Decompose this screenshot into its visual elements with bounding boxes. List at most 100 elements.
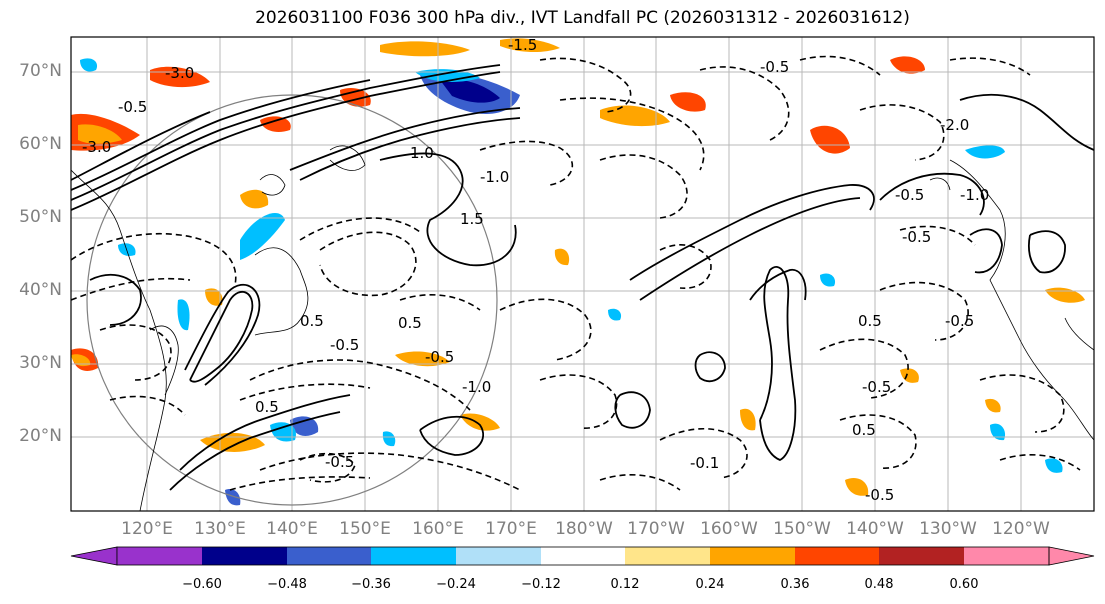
contour-label: 0.5 <box>858 312 882 330</box>
positive-fill <box>395 351 450 367</box>
colorbar-segment <box>371 547 456 565</box>
positive-fill <box>740 408 756 431</box>
colorbar-segment <box>541 547 625 565</box>
contour-label: -0.1 <box>690 454 719 472</box>
lon-label: 120°E <box>121 519 173 539</box>
divergence-fill-layer <box>71 38 1085 506</box>
negative-fill <box>965 145 1005 159</box>
positive-fill <box>240 189 269 209</box>
contour-label: 0.5 <box>255 398 279 416</box>
colorbar <box>70 546 1095 566</box>
lon-label: 120°W <box>992 519 1050 539</box>
coastlines <box>71 145 1094 511</box>
contour-lines <box>71 64 1094 491</box>
positive-fill <box>810 125 850 154</box>
colorbar-tick-label: −0.48 <box>267 577 307 592</box>
negative-fill <box>990 423 1006 441</box>
contour-label: -0.5 <box>895 186 924 204</box>
landfall-radius-circle <box>86 94 498 506</box>
colorbar-segment <box>456 547 541 565</box>
contour-label: -1.0 <box>462 378 491 396</box>
graticule <box>71 37 1094 511</box>
contour-label: -3.0 <box>82 138 111 156</box>
colorbar-segment <box>795 547 879 565</box>
colorbar-tick-label: 0.12 <box>610 577 640 592</box>
lon-label: 150°W <box>773 519 831 539</box>
colorbar-segment <box>287 547 371 565</box>
contour-label: -0.5 <box>760 58 789 76</box>
map-title: 2026031100 F036 300 hPa div., IVT Landfa… <box>255 8 910 28</box>
contour-label: 0.5 <box>398 314 422 332</box>
positive-fill <box>600 105 670 127</box>
colorbar-tick-label: −0.12 <box>521 577 561 592</box>
contour-label: 0.5 <box>300 312 324 330</box>
colorbar-segment <box>879 547 964 565</box>
colorbar-tick-label: −0.60 <box>182 577 222 592</box>
colorbar-tick-label: 0.36 <box>780 577 810 592</box>
positive-fill <box>500 38 560 53</box>
lon-label: 160°W <box>700 519 758 539</box>
contour-label: -1.0 <box>960 186 989 204</box>
contour-label: -1.0 <box>480 168 509 186</box>
positive-fill <box>380 41 470 57</box>
negative-fill <box>225 489 241 506</box>
lon-label: 150°E <box>339 519 391 539</box>
lon-label: 140°W <box>846 519 904 539</box>
contour-label: -1.5 <box>508 36 537 54</box>
positive-fill <box>985 398 1001 413</box>
map-plot-area: -3.0 -3.0 -1.5 -0.5 -0.5 -2.0 -1.0 -0.5 … <box>71 36 1094 511</box>
positive-fill <box>845 477 869 496</box>
contour-label: 1.0 <box>410 144 434 162</box>
lat-label: 20°N <box>19 426 62 446</box>
lat-label: 30°N <box>19 353 62 373</box>
colorbar-segment <box>625 547 710 565</box>
negative-fill <box>820 273 836 287</box>
contour-label: -3.0 <box>165 64 194 82</box>
lon-label: 170°E <box>485 519 537 539</box>
colorbar-tick-label: −0.36 <box>351 577 391 592</box>
contour-label: -2.0 <box>940 116 969 134</box>
colorbar-extend-high <box>1048 546 1095 566</box>
lon-label: 160°E <box>412 519 464 539</box>
lat-label: 60°N <box>19 134 62 154</box>
colorbar-segment <box>964 547 1049 565</box>
colorbar-tick-label: −0.24 <box>436 577 476 592</box>
lon-label: 180°W <box>555 519 613 539</box>
lat-label: 50°N <box>19 207 62 227</box>
positive-fill <box>71 354 91 367</box>
positive-fill <box>205 288 223 306</box>
negative-fill <box>1045 458 1063 473</box>
colorbar-segment <box>710 547 795 565</box>
lon-label: 170°W <box>627 519 685 539</box>
lon-label: 130°E <box>194 519 246 539</box>
contour-label: 0.5 <box>852 421 876 439</box>
lat-label: 70°N <box>19 61 62 81</box>
contour-label: 1.5 <box>460 210 484 228</box>
negative-fill <box>240 212 285 260</box>
negative-fill <box>80 58 98 72</box>
contour-lines-dashed <box>71 55 1081 491</box>
positive-fill <box>460 413 500 431</box>
positive-fill <box>260 116 291 132</box>
contour-label: -0.5 <box>902 228 931 246</box>
lat-label: 40°N <box>19 280 62 300</box>
colorbar-tick-label: 0.48 <box>864 577 894 592</box>
colorbar-extend-low <box>70 546 118 566</box>
positive-fill <box>890 56 925 74</box>
positive-fill <box>78 124 122 144</box>
contour-label: -0.5 <box>862 378 891 396</box>
contour-label: -0.5 <box>330 336 359 354</box>
negative-fill <box>177 299 190 331</box>
negative-fill <box>382 431 396 447</box>
colorbar-segment <box>202 547 287 565</box>
negative-fill <box>290 416 319 436</box>
positive-fill <box>554 248 570 266</box>
negative-fill <box>440 78 500 103</box>
colorbar-segment <box>117 547 202 565</box>
lon-label: 130°W <box>919 519 977 539</box>
positive-fill <box>670 92 706 112</box>
contour-label: -0.5 <box>425 348 454 366</box>
negative-fill <box>608 308 622 321</box>
contour-label: -0.5 <box>865 486 894 504</box>
